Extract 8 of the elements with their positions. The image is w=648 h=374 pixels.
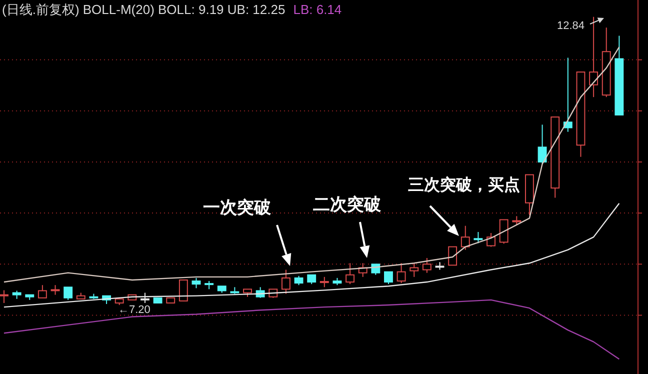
annotation: LB: 6.14 <box>293 2 342 17</box>
annotation: 12.84 <box>557 20 585 32</box>
annotation: 一次突破 <box>203 198 272 217</box>
candlestick <box>0 290 8 304</box>
annotation: 三次突破，买点 <box>408 176 520 194</box>
chart-title: (日线.前复权) BOLL-M(20) BOLL: 9.19 UB: 12.25 <box>2 2 286 17</box>
annotation: 二次突破 <box>313 195 382 214</box>
annotation: ←7.20 <box>118 304 150 316</box>
